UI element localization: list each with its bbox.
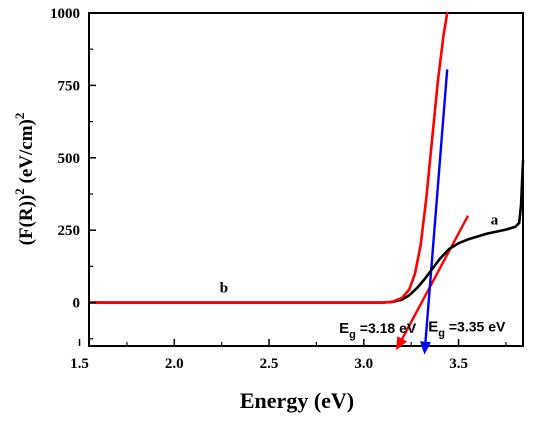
curve-label-b: b [220, 280, 228, 296]
series-group [89, 11, 525, 304]
band-gap-annotation-2: Eg =3.35 eV [428, 319, 506, 340]
x-tick-label: 3.0 [354, 356, 373, 372]
fit-line-2-arrowhead [420, 341, 431, 355]
band-gap-annotation-1: Eg =3.18 eV [339, 320, 417, 341]
y-axis-title: (F(R))2 (eV/cm)2 [12, 113, 37, 246]
labels-group: a b Eg =3.18 eV Eg =3.35 eV [220, 212, 506, 341]
fit-line-2 [424, 69, 449, 342]
plot-area-frame [88, 12, 524, 347]
x-axis-title: Energy (eV) [240, 388, 354, 413]
x-tick-label: 2.0 [165, 356, 184, 372]
y-tick-label: 250 [58, 223, 81, 239]
fit-lines-group [396, 69, 470, 355]
y-tick-label: 500 [58, 151, 81, 167]
ticks-group: 1.5 2.0 2.5 3.0 3.5 0 250 500 750 1000 [50, 6, 507, 372]
x-tick-label: 2.5 [260, 356, 279, 372]
series-b-line [89, 11, 449, 304]
fit-line-1 [401, 215, 470, 340]
x-tick-label: 3.5 [449, 356, 468, 372]
x-tick-label: 1.5 [70, 356, 89, 372]
curve-label-a: a [491, 212, 499, 228]
fit-line-1-arrowhead [396, 336, 408, 351]
y-tick-label: 750 [58, 78, 81, 94]
y-tick-label: 0 [73, 296, 81, 312]
y-tick-label: 1000 [50, 6, 80, 22]
